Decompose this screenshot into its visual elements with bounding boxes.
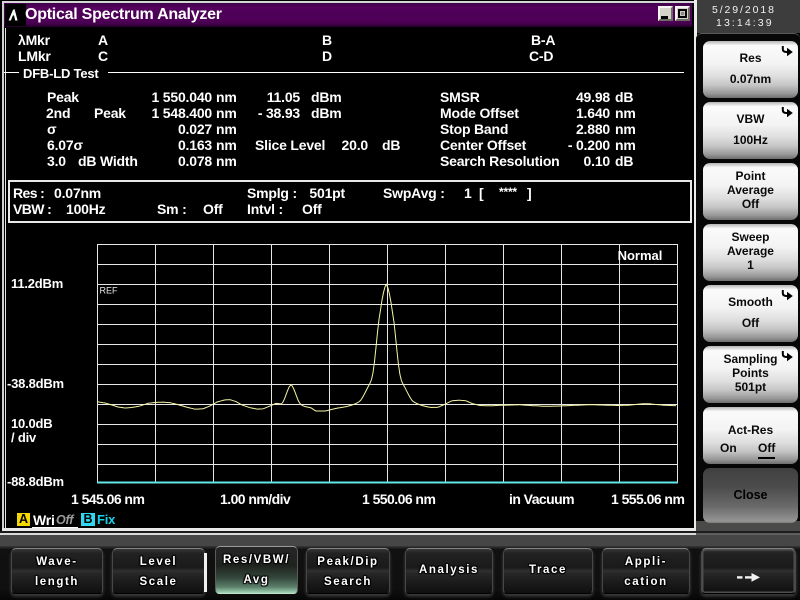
svg-text:Normal: Normal	[618, 248, 663, 263]
svg-text:REF: REF	[100, 285, 119, 295]
